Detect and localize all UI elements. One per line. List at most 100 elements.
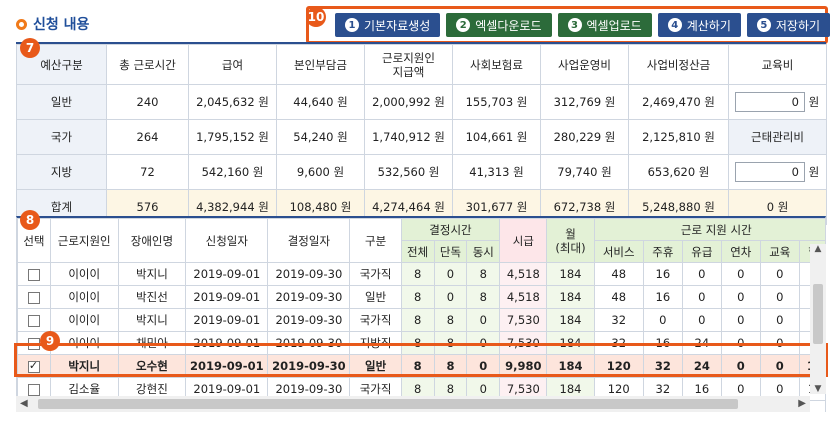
attendance-cost-input[interactable]: 0 (735, 162, 805, 182)
col-header-education-cost: 교육비 (728, 44, 827, 85)
horizontal-scrollbar[interactable]: ◀ ▶ (16, 396, 810, 412)
cell-edu: 0 (759, 331, 800, 355)
cell-service: 32 (593, 308, 644, 332)
col-header-disabled-person: 장애인명 (117, 218, 187, 263)
cell-disabled: 박지니 (117, 308, 187, 332)
cell-max: 184 (546, 262, 595, 286)
cell-total: 8 (400, 331, 435, 355)
cell-decide: 2019-09-30 (267, 331, 351, 355)
col-header-simultaneous: 동시 (466, 240, 501, 263)
vertical-scrollbar[interactable]: ▲ ▼ (810, 244, 826, 394)
cell-decide: 2019-09-30 (267, 285, 351, 309)
cell-disabled: 오수현 (117, 354, 187, 378)
save-button[interactable]: 5 저장하기 (746, 13, 831, 37)
cell-type: 일반 (349, 285, 402, 309)
cell-service: 32 (593, 331, 644, 355)
callout-badge-grid: 8 (20, 210, 40, 230)
row-checkbox[interactable] (27, 268, 40, 281)
cell-hourly: 7,530 (499, 331, 548, 355)
callout-badge-summary: 7 (20, 38, 40, 58)
cell-rest: 32 (642, 354, 683, 378)
horizontal-scroll-thumb[interactable] (38, 399, 738, 409)
cell-simul: 8 (466, 285, 501, 309)
excel-upload-button[interactable]: 3 엑셀업로드 (557, 13, 652, 37)
calculate-button[interactable]: 4 계산하기 (657, 13, 741, 37)
scroll-down-icon[interactable]: ▼ (814, 384, 822, 394)
cell-edu: 0 (759, 354, 800, 378)
cell-annual: 0 (720, 354, 761, 378)
cell-max: 184 (546, 285, 595, 309)
col-header-monthly-max: 월 (최대) (546, 218, 595, 263)
cell-rest: 16 (642, 285, 683, 309)
cell-paid: 0 (681, 285, 722, 309)
table-row[interactable]: 이이이 박지니 2019-09-01 2019-09-30 국가직 8 8 0 7,530 184… (17, 308, 825, 332)
education-cost-input[interactable]: 0 (735, 92, 805, 112)
col-header-education: 교육 (759, 240, 800, 263)
col-header-social-insurance: 사회보험료 (452, 44, 541, 85)
number-1-icon: 1 (345, 18, 359, 32)
row-checkbox[interactable] (27, 383, 40, 396)
summary-row-general: 일반 240 2,045,632 원 44,640 원 2,000,992 원 … (16, 84, 827, 120)
cell-worker: 이이이 (49, 308, 119, 332)
row-checkbox[interactable] (27, 337, 40, 350)
callout-badge-selected-row: 9 (40, 331, 60, 351)
cell-worker: 박지니 (49, 354, 119, 378)
cell-decide: 2019-09-30 (267, 262, 351, 286)
row-checkbox[interactable] (27, 291, 40, 304)
scroll-right-icon[interactable]: ▶ (798, 398, 806, 409)
cell-max: 184 (546, 331, 595, 355)
education-cost-cell: 0 원 (728, 84, 827, 120)
cell-paid: 24 (681, 354, 722, 378)
cell-decide: 2019-09-30 (267, 354, 351, 378)
cell-type: 국가직 (349, 262, 402, 286)
table-row[interactable]: 박지니오수현2019-09-012019-09-30일반8809,9801841… (17, 354, 825, 378)
col-header-decided-hours: 결정시간 (400, 218, 501, 241)
col-header-worker: 근로지원인 (49, 218, 119, 263)
cell-type: 국가직 (349, 308, 402, 332)
col-header-single: 단독 (433, 240, 468, 263)
cell-apply: 2019-09-01 (185, 354, 269, 378)
generate-base-data-button[interactable]: 1 기본자료생성 (335, 13, 441, 37)
row-checkbox[interactable] (27, 314, 40, 327)
number-3-icon: 3 (567, 18, 582, 32)
cell-apply: 2019-09-01 (185, 331, 269, 355)
table-row[interactable]: 이이이 박진선 2019-09-01 2019-09-30 일반 8 0 8 4,518 184 4… (17, 285, 825, 309)
cell-type: 일반 (349, 354, 402, 378)
cell-single: 8 (433, 308, 468, 332)
cell-simul: 0 (466, 354, 501, 378)
cell-service: 48 (593, 262, 644, 286)
col-header-decide-date: 결정일자 (267, 218, 351, 263)
cell-service: 120 (593, 354, 644, 378)
cell-worker: 이이이 (49, 285, 119, 309)
cell-paid: 24 (681, 331, 722, 355)
scroll-up-icon[interactable]: ▲ (814, 244, 822, 254)
table-row[interactable]: 이이이 채민아 2019-09-01 2019-09-30 지방직 8 8 0 7,530 184… (17, 331, 825, 355)
col-header-total: 전체 (400, 240, 435, 263)
excel-download-button[interactable]: 2 엑셀다운로드 (446, 13, 552, 37)
cell-annual: 0 (720, 262, 761, 286)
vertical-scroll-thumb[interactable] (813, 284, 823, 344)
cell-paid: 0 (681, 308, 722, 332)
table-row[interactable]: 이이이 박지니 2019-09-01 2019-09-30 국가직 8 0 8 4,518 184… (17, 262, 825, 286)
cell-max: 184 (546, 308, 595, 332)
cell-total: 8 (400, 308, 435, 332)
col-header-weekly-rest: 주휴 (642, 240, 683, 263)
cell-decide: 2019-09-30 (267, 308, 351, 332)
scroll-left-icon[interactable]: ◀ (20, 398, 28, 409)
cell-edu: 0 (759, 308, 800, 332)
summary-table: 예산구분 총 근로시간 급여 본인부담금 근로지원인 지급액 사회보험료 사업운… (16, 44, 827, 225)
cell-apply: 2019-09-01 (185, 262, 269, 286)
cell-disabled: 박진선 (117, 285, 187, 309)
cell-single: 0 (433, 285, 468, 309)
summary-row-national: 국가 264 1,795,152 원 54,240 원 1,740,912 원 … (16, 119, 827, 155)
cell-type: 지방직 (349, 331, 402, 355)
cell-hourly: 4,518 (499, 285, 548, 309)
cell-disabled: 박지니 (117, 262, 187, 286)
col-header-salary: 급여 (188, 44, 277, 85)
row-checkbox[interactable] (27, 359, 40, 373)
toolbar: 1 기본자료생성 2 엑셀다운로드 3 엑셀업로드 4 계산하기 5 저장하기 (306, 6, 831, 44)
cell-simul: 0 (466, 331, 501, 355)
row-select-cell (17, 377, 51, 401)
number-2-icon: 2 (456, 18, 471, 32)
cell-total: 8 (400, 262, 435, 286)
